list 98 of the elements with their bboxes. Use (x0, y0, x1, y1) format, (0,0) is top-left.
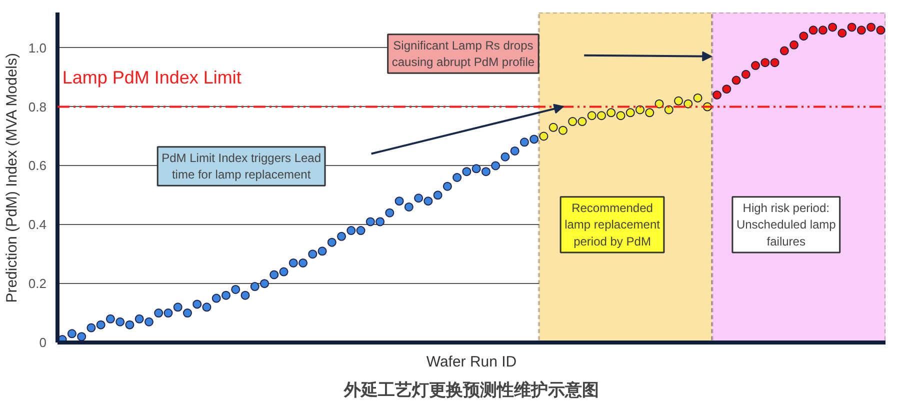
point (96, 320, 106, 330)
point (808, 26, 818, 35)
point (626, 108, 635, 118)
point (587, 111, 596, 120)
annotation: Significant Lamp Rs drops causing abrupt PdM profile (392, 38, 535, 70)
point (288, 258, 298, 268)
point (481, 167, 490, 176)
point (250, 282, 260, 292)
y-tick-label: 0 (39, 335, 47, 350)
point (134, 314, 144, 324)
point (202, 302, 212, 312)
point (732, 76, 741, 85)
point (818, 26, 828, 35)
point (616, 111, 626, 120)
annotation: PdM Limit Index triggers Lead time for lamp replacement (162, 150, 322, 182)
point (192, 300, 202, 309)
y-tick-label: 0.2 (28, 276, 47, 292)
point (741, 70, 750, 79)
point (751, 61, 760, 70)
point (67, 329, 76, 338)
point (760, 58, 770, 68)
point (424, 196, 433, 206)
point (327, 238, 336, 247)
y-axis-title: Prediction (PdM) Index (MVA Models) (3, 53, 20, 303)
point (173, 302, 182, 312)
point (337, 232, 346, 241)
point (693, 93, 702, 102)
point (866, 22, 876, 32)
point (856, 26, 866, 35)
point (279, 267, 288, 276)
point (664, 105, 674, 114)
point (838, 28, 847, 38)
point (578, 117, 587, 126)
point (231, 284, 240, 294)
point (182, 308, 192, 318)
point (221, 290, 230, 300)
point (77, 332, 86, 342)
point (433, 190, 442, 200)
point (116, 317, 125, 326)
point (828, 22, 838, 32)
point (500, 152, 510, 162)
point (414, 194, 424, 203)
y-tick-label: 0.8 (28, 99, 47, 114)
point (270, 270, 279, 280)
point (568, 117, 578, 126)
point (790, 40, 799, 50)
point (530, 134, 539, 144)
point (472, 164, 481, 174)
point (491, 161, 500, 170)
point (510, 146, 520, 156)
point (452, 173, 462, 182)
point (125, 320, 134, 330)
point (106, 314, 115, 324)
x-axis-title: Wafer Run ID (426, 354, 517, 370)
point (770, 58, 780, 68)
point (674, 96, 683, 106)
point (260, 279, 269, 288)
point (212, 294, 221, 303)
point (548, 122, 558, 132)
point (376, 217, 385, 226)
point (144, 317, 154, 326)
point (847, 22, 856, 32)
y-tick-label: 0.4 (28, 217, 47, 232)
point (366, 217, 375, 226)
point (356, 226, 366, 236)
point (645, 108, 654, 118)
y-tick-label: 0.6 (28, 158, 47, 174)
point (654, 99, 664, 108)
point (780, 46, 789, 56)
point (240, 290, 250, 300)
point (799, 32, 808, 41)
point (298, 258, 308, 268)
point (346, 226, 356, 236)
point (154, 308, 164, 318)
point (164, 308, 173, 318)
point (520, 138, 529, 147)
point (722, 84, 732, 94)
ref-line-label: Lamp PdM Index Limit (62, 68, 242, 88)
point (462, 167, 472, 176)
point (308, 250, 318, 259)
point (606, 108, 616, 118)
annotation: High risk period: Unscheduled lamp failures (736, 200, 836, 248)
point (635, 105, 644, 114)
point (404, 202, 414, 212)
y-tick-label: 1.0 (28, 40, 47, 56)
point (558, 126, 568, 135)
point (712, 90, 722, 100)
point (596, 111, 606, 120)
point (318, 246, 327, 256)
annotation: Recommended lamp replacement period by PdM (564, 200, 661, 248)
point (394, 196, 404, 206)
point (86, 323, 96, 332)
point (385, 208, 394, 218)
point (876, 26, 886, 35)
point (539, 132, 548, 141)
point (442, 182, 452, 191)
text: 外延工艺灯更换预测性维护示意图 (343, 380, 599, 400)
point (684, 99, 693, 108)
